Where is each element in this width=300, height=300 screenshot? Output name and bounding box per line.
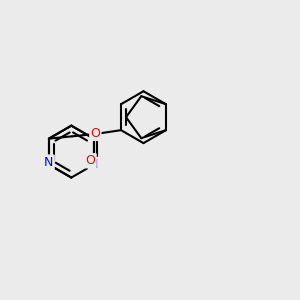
Text: O: O bbox=[90, 127, 100, 140]
Text: O: O bbox=[85, 154, 95, 167]
Text: N: N bbox=[44, 156, 54, 169]
Text: N: N bbox=[89, 158, 98, 171]
